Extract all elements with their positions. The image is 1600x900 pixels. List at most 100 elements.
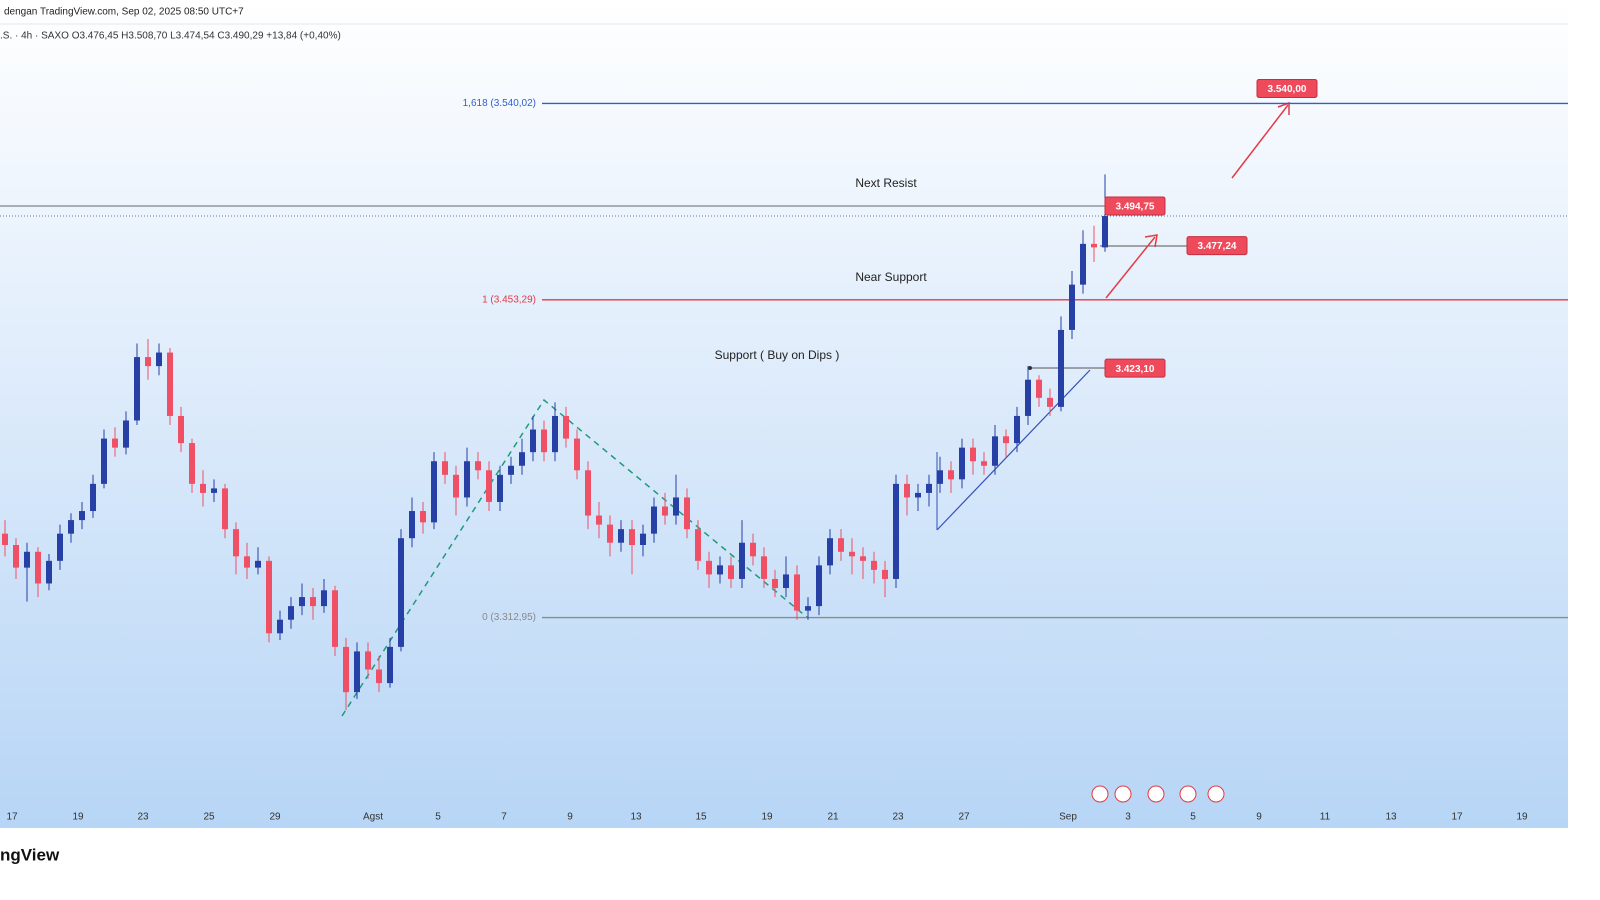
price-tag-label: 3.494,75 — [1116, 202, 1155, 213]
annotation: Next Resist — [855, 176, 917, 190]
x-tick-label: 27 — [958, 812, 970, 823]
candle-body — [101, 438, 107, 484]
price-tag — [1104, 196, 1166, 216]
candle-body — [981, 461, 987, 466]
candle-body — [662, 506, 668, 516]
candle-body — [189, 443, 195, 484]
candle-body — [816, 565, 822, 607]
event-icon[interactable] — [1114, 785, 1132, 803]
x-tick-label: 13 — [630, 812, 642, 823]
candle-body — [1080, 243, 1086, 285]
x-tick-label: 3 — [1125, 812, 1131, 823]
candle-body — [860, 556, 866, 561]
candle-body — [728, 565, 734, 579]
candle-body — [717, 565, 723, 575]
x-tick-label: 9 — [567, 812, 573, 823]
candle-body — [24, 551, 30, 568]
candle-body — [1091, 243, 1097, 248]
candle-body — [640, 533, 646, 545]
candle-body — [871, 560, 877, 570]
candle-body — [123, 420, 129, 448]
zigzag — [341, 398, 809, 717]
candle-body — [706, 560, 712, 575]
candle-body — [343, 646, 349, 693]
candle-body — [112, 438, 118, 448]
candle-body — [1102, 216, 1108, 248]
candle-body — [244, 556, 250, 568]
candle-body — [1058, 329, 1064, 407]
x-tick-label: 19 — [1516, 812, 1528, 823]
x-tick-label: 21 — [827, 812, 839, 823]
candle-body — [409, 511, 415, 539]
candle-body — [365, 651, 371, 670]
candle-body — [959, 447, 965, 480]
x-tick-label: 17 — [1451, 812, 1463, 823]
candle-body — [299, 597, 305, 607]
candle-body — [618, 529, 624, 543]
candle-body — [1069, 284, 1075, 330]
candle-body — [629, 529, 635, 545]
candle-body — [354, 651, 360, 693]
candle-body — [200, 483, 206, 493]
candle-body — [651, 506, 657, 534]
header-source: dengan TradingView.com, Sep 02, 2025 08:… — [4, 7, 244, 18]
candle-body — [1047, 397, 1053, 407]
x-tick-label: 25 — [203, 812, 215, 823]
candle-body — [937, 470, 943, 484]
event-icon[interactable] — [1179, 785, 1197, 803]
candle-body — [387, 646, 393, 684]
x-tick-label: 19 — [72, 812, 84, 823]
candle-body — [376, 669, 382, 684]
candle-body — [442, 461, 448, 475]
x-tick-label: 19 — [761, 812, 773, 823]
candle-body — [1014, 415, 1020, 444]
arrow — [1105, 236, 1156, 299]
candle-body — [145, 357, 151, 367]
candle-body — [255, 560, 261, 568]
candle-body — [739, 542, 745, 579]
candle-body — [233, 529, 239, 557]
x-tick-label: Agst — [363, 812, 383, 823]
candle-body — [904, 483, 910, 498]
price-tag-label: 3.540,00 — [1268, 84, 1307, 95]
candle-body — [398, 538, 404, 647]
price-tag — [1186, 236, 1248, 256]
candle-body — [2, 533, 8, 545]
price-tag-label: 3.477,24 — [1198, 241, 1237, 252]
candle-body — [1025, 379, 1031, 416]
candle-body — [1003, 436, 1009, 444]
level-label: 1,618 (3.540,02) — [463, 98, 536, 109]
candle-body — [607, 524, 613, 543]
candle-body — [684, 497, 690, 530]
price-tag — [1104, 358, 1166, 378]
event-icon[interactable] — [1147, 785, 1165, 803]
candle-body — [926, 483, 932, 493]
candle-body — [79, 511, 85, 521]
candle-body — [673, 497, 679, 516]
x-tick-label: 17 — [6, 812, 18, 823]
candle-body — [893, 483, 899, 579]
candle-body — [277, 619, 283, 634]
x-tick-label: 11 — [1320, 812, 1331, 823]
price-tag — [1256, 79, 1318, 99]
candle-body — [486, 470, 492, 502]
candle-body — [420, 511, 426, 523]
candle-body — [475, 461, 481, 471]
candle-body — [134, 357, 140, 421]
x-tick-label: 23 — [137, 812, 149, 823]
header-ohlc: .S. · 4h · SAXO O3.476,45 H3.508,70 L3.4… — [0, 31, 341, 42]
x-tick-label: 7 — [501, 812, 507, 823]
candle-body — [464, 461, 470, 498]
arrow-head — [1144, 234, 1158, 248]
event-icon[interactable] — [1091, 785, 1109, 803]
candle-body — [46, 560, 52, 584]
level-label: 0 (3.312,95) — [482, 612, 536, 623]
event-icons[interactable] — [1091, 785, 1225, 803]
candle-body — [1036, 379, 1042, 398]
arrow — [1231, 104, 1289, 179]
candle-body — [167, 352, 173, 416]
candle-body — [574, 438, 580, 471]
event-icon[interactable] — [1207, 785, 1225, 803]
